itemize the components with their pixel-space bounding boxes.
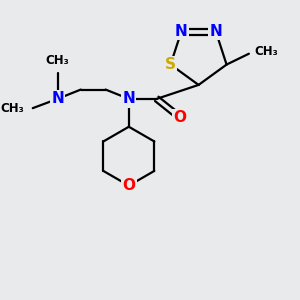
Text: O: O (122, 178, 135, 193)
Text: N: N (175, 24, 188, 39)
Text: N: N (51, 92, 64, 106)
Text: CH₃: CH₃ (46, 54, 69, 67)
Text: O: O (173, 110, 187, 125)
Text: CH₃: CH₃ (0, 102, 24, 115)
Text: S: S (165, 57, 176, 72)
Text: N: N (122, 92, 135, 106)
Text: CH₃: CH₃ (254, 45, 278, 58)
Text: N: N (209, 24, 222, 39)
